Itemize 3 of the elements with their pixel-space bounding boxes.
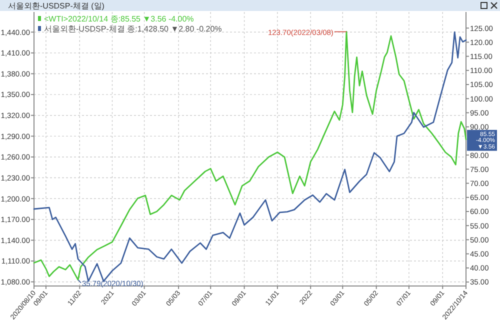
chart-title: 서울외환-USDSP-체결 (일) (8, 2, 105, 10)
legend-label: 서울외환-USDSP-체결 종:1,428.50 ▼2.80 -0.20% (44, 24, 222, 34)
legend-label: <WTI>2022/10/14 종:85.55 ▼3.56 -4.00% (44, 14, 194, 24)
